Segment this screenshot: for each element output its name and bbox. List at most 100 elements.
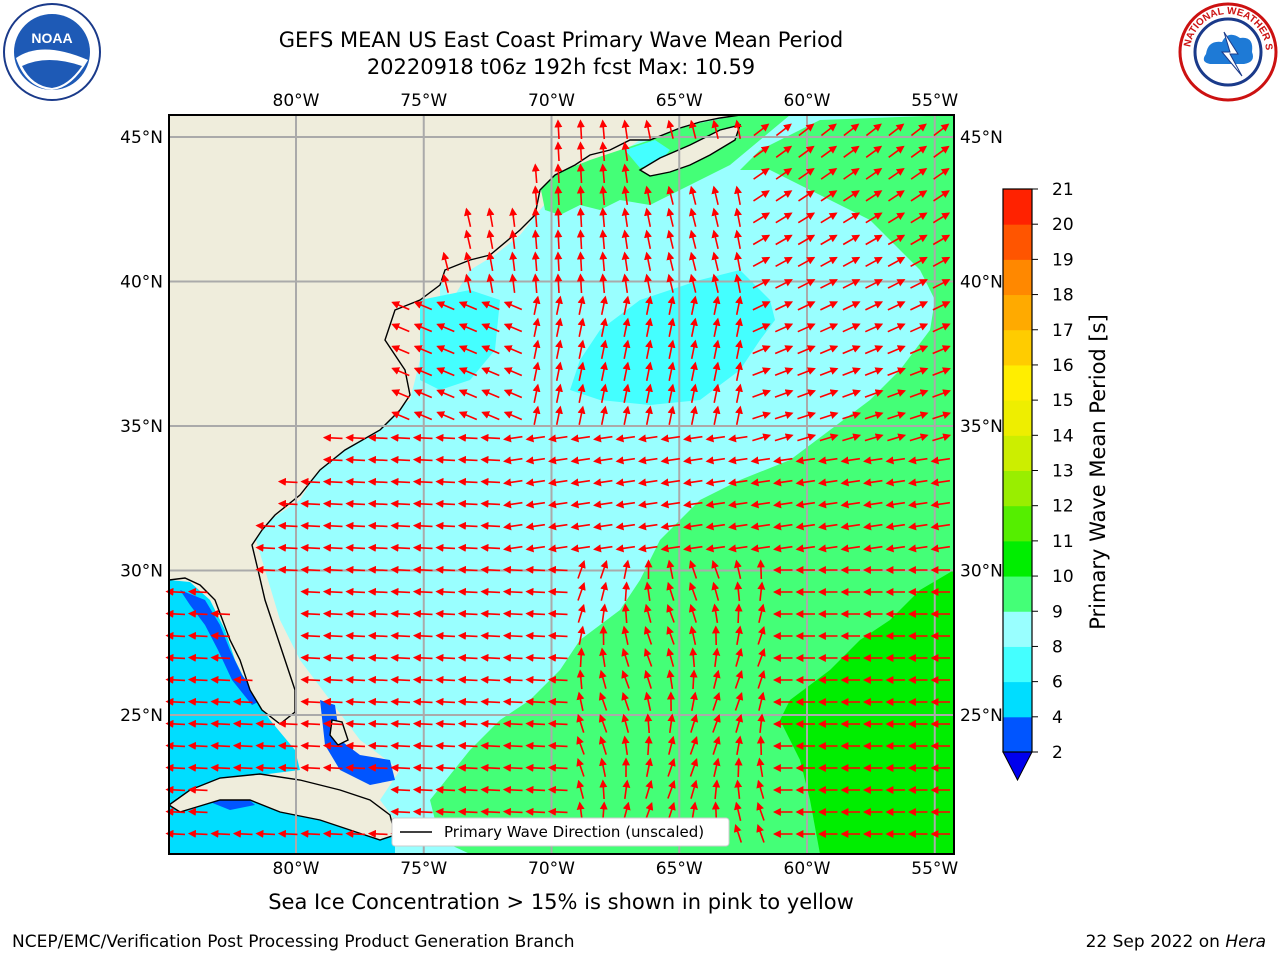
wave-direction-arrow	[621, 185, 630, 206]
wave-direction-arrow	[930, 478, 951, 487]
wave-direction-arrow	[187, 741, 208, 750]
wave-direction-arrow	[435, 433, 456, 442]
lon-label-top: 75°W	[400, 91, 447, 111]
wave-direction-arrow	[412, 675, 433, 684]
wave-direction-arrow	[322, 763, 343, 772]
wave-direction-arrow	[752, 411, 772, 420]
wave-direction-arrow	[660, 456, 681, 465]
wave-direction-arrow	[645, 405, 653, 425]
wave-direction-arrow	[797, 279, 816, 289]
wave-direction-arrow	[843, 123, 860, 137]
wave-direction-arrow	[752, 433, 772, 442]
wave-direction-arrow	[863, 522, 883, 531]
wave-direction-arrow	[666, 119, 675, 139]
wave-direction-arrow	[547, 807, 568, 816]
wave-direction-arrow	[933, 167, 950, 180]
wave-direction-arrow	[842, 279, 861, 289]
wave-direction-arrow	[532, 405, 541, 425]
wave-direction-arrow	[464, 207, 472, 227]
colorbar-tick-label: 21	[1052, 180, 1074, 200]
wave-direction-arrow	[503, 434, 523, 443]
wave-direction-arrow	[643, 669, 652, 689]
wave-direction-arrow	[486, 273, 495, 294]
wave-direction-arrow	[525, 631, 546, 640]
wave-direction-arrow	[752, 389, 772, 398]
wave-direction-arrow	[795, 500, 816, 509]
wave-direction-arrow	[773, 456, 793, 465]
wave-direction-arrow	[666, 647, 675, 667]
wave-direction-arrow	[735, 405, 743, 425]
wave-direction-arrow	[457, 741, 478, 750]
wave-direction-arrow	[570, 434, 591, 443]
wave-direction-arrow	[705, 434, 726, 443]
wave-direction-arrow	[503, 345, 523, 355]
wave-direction-arrow	[615, 500, 636, 509]
wave-direction-arrow	[910, 256, 928, 268]
wave-direction-arrow	[645, 757, 653, 777]
wave-direction-arrow	[367, 565, 388, 574]
colorbar-tick-label: 12	[1052, 497, 1074, 517]
wave-direction-arrow	[818, 522, 838, 531]
wave-direction-arrow	[865, 190, 883, 202]
lon-label-bottom: 80°W	[273, 859, 320, 879]
wave-direction-arrow	[576, 251, 585, 272]
wave-direction-arrow	[842, 345, 861, 355]
wave-direction-arrow	[621, 691, 630, 711]
wave-direction-arrow	[638, 500, 658, 509]
wave-direction-arrow	[752, 234, 771, 246]
wave-direction-arrow	[621, 229, 630, 250]
wave-direction-arrow	[683, 544, 703, 553]
wave-direction-arrow	[457, 763, 478, 772]
wave-direction-arrow	[548, 522, 568, 531]
wave-direction-arrow	[457, 543, 478, 552]
wave-direction-arrow	[367, 433, 388, 442]
wave-direction-arrow	[887, 212, 906, 224]
wave-direction-arrow	[502, 653, 523, 662]
wave-direction-arrow	[734, 119, 742, 139]
wave-direction-arrow	[436, 301, 455, 311]
wave-direction-arrow	[735, 317, 743, 337]
wave-direction-arrow	[531, 229, 540, 250]
wave-direction-arrow	[391, 301, 410, 311]
wave-direction-arrow	[711, 273, 720, 293]
wave-direction-arrow	[255, 521, 276, 530]
wave-direction-arrow	[232, 829, 253, 838]
chart-title: GEFS MEAN US East Coast Primary Wave Mea…	[278, 28, 844, 52]
wave-direction-arrow	[756, 779, 765, 799]
wave-direction-arrow	[481, 367, 500, 377]
wave-direction-arrow	[621, 735, 630, 756]
wave-direction-arrow	[599, 559, 609, 579]
wave-direction-arrow	[599, 273, 608, 294]
wave-direction-arrow	[413, 411, 433, 421]
wave-direction-arrow	[667, 757, 676, 777]
wave-direction-arrow	[775, 145, 793, 158]
wave-direction-arrow	[436, 323, 455, 333]
wave-direction-arrow	[576, 691, 585, 711]
wave-direction-arrow	[548, 500, 568, 509]
wave-direction-arrow	[412, 697, 433, 706]
nws-logo: NATIONAL WEATHER SERVICE	[1178, 2, 1278, 102]
wave-direction-arrow	[599, 229, 608, 250]
wave-direction-arrow	[734, 559, 742, 579]
wave-direction-arrow	[300, 763, 321, 772]
wave-direction-arrow	[525, 478, 546, 487]
wave-direction-arrow	[502, 807, 523, 816]
wave-direction-arrow	[775, 190, 793, 202]
wave-direction-arrow	[711, 119, 720, 139]
wave-direction-arrow	[503, 323, 523, 333]
wave-direction-arrow	[554, 251, 563, 272]
colorbar-swatch	[1003, 329, 1032, 366]
wave-direction-arrow	[187, 785, 208, 794]
wave-direction-arrow	[480, 653, 501, 662]
wave-direction-arrow	[644, 185, 652, 205]
wave-direction-arrow	[750, 544, 771, 553]
lon-label-top: 65°W	[656, 91, 703, 111]
wave-direction-arrow	[503, 500, 523, 509]
wave-direction-arrow	[277, 829, 298, 838]
colorbar-swatch	[1003, 294, 1032, 331]
wave-direction-arrow	[441, 273, 450, 293]
wave-direction-arrow	[711, 581, 720, 601]
wave-direction-arrow	[887, 345, 906, 355]
wave-direction-arrow	[930, 500, 951, 509]
